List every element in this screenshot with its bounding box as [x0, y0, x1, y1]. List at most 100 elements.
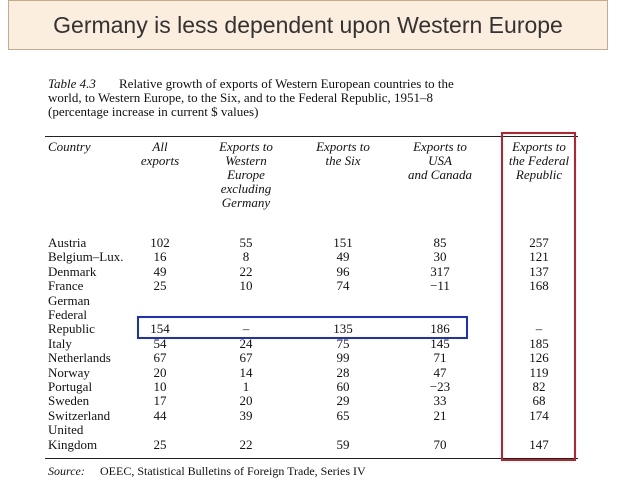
column-header: and Canada [408, 167, 472, 182]
table-bottom-rule [45, 458, 578, 459]
table-cell: 25 [153, 278, 167, 294]
country-name: German [48, 292, 90, 308]
column-header: Western [225, 153, 267, 168]
table-cell: 82 [532, 379, 546, 394]
column-header: All [152, 139, 168, 154]
highlight-column [501, 132, 576, 461]
column-header: Republic [515, 167, 563, 182]
table-cell: 8 [242, 249, 250, 265]
slide-title: Germany is less dependent upon Western E… [53, 12, 563, 38]
table-cell: 174 [529, 407, 549, 423]
table-cell: 68 [532, 393, 546, 409]
country-name: Belgium–Lux. [48, 249, 124, 265]
table-cell: 25 [153, 436, 167, 452]
table-cell: 59 [336, 436, 350, 452]
table-cell: 147 [529, 436, 549, 452]
country-name: Norway [48, 364, 90, 380]
table-cell: 70 [433, 436, 447, 452]
column-header: USA [428, 153, 452, 168]
table-cell: 154 [150, 321, 170, 337]
table-cell: 65 [336, 407, 350, 423]
table-cell: 317 [430, 263, 450, 279]
table-cell: 71 [433, 350, 447, 366]
country-name: Denmark [48, 263, 97, 279]
country-name: Switzerland [48, 407, 111, 423]
country-name: France [48, 278, 84, 294]
table-cell: 185 [529, 335, 549, 351]
column-header: the Federal [508, 153, 570, 168]
table-cell: 257 [529, 235, 549, 250]
table-cell: 99 [336, 350, 350, 366]
country-name: Portugal [48, 379, 93, 394]
table-cell: 85 [433, 235, 447, 250]
table-top-rule [45, 136, 578, 137]
table-cell: 28 [336, 364, 350, 380]
table-cell: 119 [529, 364, 549, 380]
table-cell: 20 [153, 364, 167, 380]
source-label: Source: [48, 464, 85, 478]
source-text: OEEC, Statistical Bulletins of Foreign T… [100, 464, 366, 478]
column-header: exports [140, 153, 180, 168]
table-cell: 16 [153, 249, 167, 265]
caption-label: Table 4.3 [48, 76, 96, 91]
table-cell: 96 [336, 263, 350, 279]
table-cell: 145 [430, 335, 450, 351]
country-name: Kingdom [48, 436, 98, 452]
column-header: the Six [325, 153, 361, 168]
table-cell: 54 [153, 335, 167, 351]
table-cell: 126 [529, 350, 549, 366]
table-cell: 67 [239, 350, 253, 366]
highlight-box [137, 316, 468, 339]
column-header: Germany [221, 195, 271, 210]
column-header: Exports to [512, 139, 566, 154]
caption-line: (percentage increase in current $ values… [48, 104, 259, 119]
country-name: Republic [48, 321, 95, 337]
table-cell: 49 [153, 263, 167, 279]
caption-line: Relative growth of exports of Western Eu… [119, 76, 454, 91]
table-cell: 29 [336, 393, 350, 409]
table-cell: 74 [336, 278, 350, 294]
table-cell: 67 [153, 350, 167, 366]
table-cell: 49 [336, 249, 350, 265]
table-cell: 137 [529, 263, 549, 279]
column-header: Exports to [413, 139, 467, 154]
table-cell: 10 [153, 379, 167, 394]
table-cell: 55 [239, 235, 253, 250]
column-header: Europe [227, 167, 265, 182]
table-cell: 75 [336, 335, 350, 351]
column-header: Exports to [316, 139, 370, 154]
table-cell: 47 [433, 364, 447, 380]
country-name: Netherlands [48, 350, 111, 366]
table-cell: −23 [429, 379, 451, 394]
table-cell: 121 [529, 249, 549, 265]
table-cell: 24 [239, 335, 253, 351]
table-cell: 135 [333, 321, 353, 337]
table-cell: 1 [242, 379, 250, 394]
table-cell: 21 [433, 407, 447, 423]
country-name: United [48, 422, 84, 438]
table-cell: 186 [430, 321, 450, 337]
table-cell: 168 [529, 278, 549, 294]
table-cell: 44 [153, 407, 167, 423]
country-name: Federal [48, 307, 87, 322]
table-cell: 30 [433, 249, 447, 265]
column-header: excluding [220, 181, 272, 196]
table-cell: 14 [239, 364, 253, 380]
table-cell: 151 [333, 235, 353, 250]
table-cell: 22 [239, 263, 253, 279]
table-cell: – [242, 321, 250, 337]
table-cell: 10 [239, 278, 253, 294]
column-header: Country [48, 139, 91, 154]
table-cell: 20 [239, 393, 253, 409]
table-cell: 39 [239, 407, 253, 423]
table-cell: 33 [433, 393, 447, 409]
column-header: Exports to [219, 139, 273, 154]
title-box: Germany is less dependent upon Western E… [8, 0, 608, 50]
table-cell: 102 [150, 235, 170, 250]
country-name: Italy [48, 335, 72, 351]
country-name: Sweden [48, 393, 90, 409]
caption-line: world, to Western Europe, to the Six, an… [48, 90, 434, 105]
table-cell: 17 [153, 393, 167, 409]
table-cell: – [535, 321, 543, 337]
